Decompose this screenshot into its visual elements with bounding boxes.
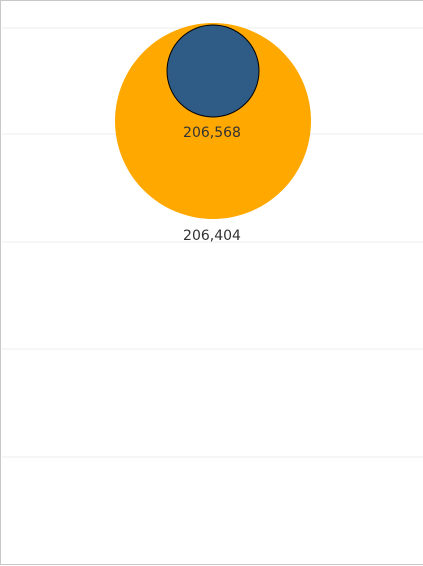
data-label-1: 206,568 (183, 125, 241, 141)
bubble-marks: 206,404 206,568 (115, 23, 311, 244)
bubble-0[interactable] (115, 23, 311, 219)
gridlines (2, 27, 423, 458)
data-label-0: 206,404 (183, 228, 241, 244)
bubble-1[interactable] (166, 24, 260, 118)
